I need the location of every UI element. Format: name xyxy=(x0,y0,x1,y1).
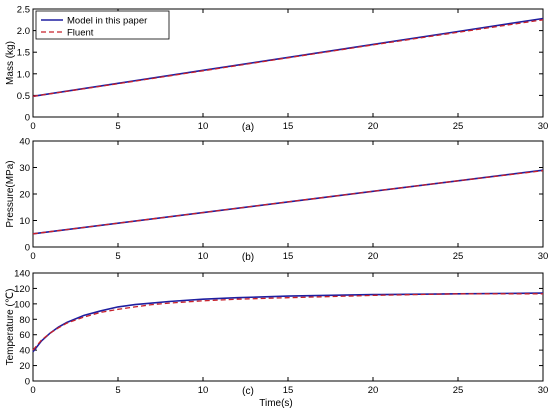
y-tick-label: 60 xyxy=(19,330,30,341)
x-tick-label: 5 xyxy=(115,251,120,262)
panel-label: (c) xyxy=(242,386,254,397)
y-tick-label: 1.0 xyxy=(17,69,30,80)
y-tick-label: 100 xyxy=(14,299,30,310)
x-tick-label: 10 xyxy=(198,385,209,396)
y-tick-label: 0 xyxy=(25,377,30,388)
y-tick-label: 120 xyxy=(14,284,30,295)
series-line-model xyxy=(32,292,544,353)
x-tick-label: 15 xyxy=(283,251,294,262)
x-tick-label: 15 xyxy=(283,121,294,132)
y-tick-label: 140 xyxy=(14,269,30,280)
x-tick-label: 5 xyxy=(115,385,120,396)
panel-label: (b) xyxy=(242,252,254,263)
y-tick-label: 0 xyxy=(25,113,30,124)
series-line-fluent xyxy=(32,293,543,351)
y-tick-label: 10 xyxy=(19,216,30,227)
y-tick-label: 80 xyxy=(19,315,30,326)
plot-frame xyxy=(32,140,544,248)
x-tick-label: 0 xyxy=(30,385,35,396)
x-tick-label: 10 xyxy=(198,121,209,132)
y-axis-label: Temperature (℃) xyxy=(5,289,16,366)
x-tick-label: 15 xyxy=(283,385,294,396)
x-axis-label: Time(s) xyxy=(259,398,293,409)
legend-box xyxy=(35,10,170,40)
y-tick-label: 0.5 xyxy=(17,91,30,102)
series-line-fluent xyxy=(32,170,544,235)
panel-3: 0 5 10 15 20 25 30 0 20 40 60 80 100 120 140 Temperatur… xyxy=(5,269,548,410)
y-tick-label: 0 xyxy=(25,243,30,254)
y-tick-label: 30 xyxy=(19,163,30,174)
legend-label: Fluent xyxy=(67,28,94,39)
y-tick-label: 20 xyxy=(19,361,30,372)
y-axis-label: Pressure(MPa) xyxy=(5,160,16,227)
x-tick-label: 5 xyxy=(115,121,120,132)
y-tick-label: 1.5 xyxy=(17,48,30,59)
x-tick-label: 20 xyxy=(368,121,379,132)
series-line-fluent xyxy=(32,19,544,97)
y-tick-label: 20 xyxy=(19,190,30,201)
x-tick-label: 0 xyxy=(30,121,35,132)
x-tick-label: 30 xyxy=(538,121,549,132)
y-axis-label: Mass (kg) xyxy=(5,41,16,85)
panel-2: 0 5 10 15 20 25 30 0 10 20 30 40 Pressure(MPa) (b) xyxy=(5,137,548,264)
x-tick-label: 30 xyxy=(538,385,549,396)
y-tick-label: 2.0 xyxy=(17,26,30,37)
legend-label: Model in this paper xyxy=(67,16,147,27)
x-tick-label: 25 xyxy=(453,121,464,132)
y-tick-label: 40 xyxy=(19,346,30,357)
x-tick-label: 25 xyxy=(453,251,464,262)
x-tick-label: 30 xyxy=(538,251,549,262)
panel-label: (a) xyxy=(242,122,254,133)
x-tick-label: 10 xyxy=(198,251,209,262)
x-tick-label: 20 xyxy=(368,385,379,396)
x-tick-label: 20 xyxy=(368,251,379,262)
panel-1: 0 5 10 15 20 25 30 0 0.5 1.0 1.5 2.0 2.5 Mass (kg) (a)… xyxy=(5,5,548,134)
x-tick-label: 25 xyxy=(453,385,464,396)
x-tick-label: 0 xyxy=(30,251,35,262)
y-tick-label: 2.5 xyxy=(17,5,30,16)
plot-frame xyxy=(32,272,544,382)
y-tick-label: 40 xyxy=(19,137,30,148)
